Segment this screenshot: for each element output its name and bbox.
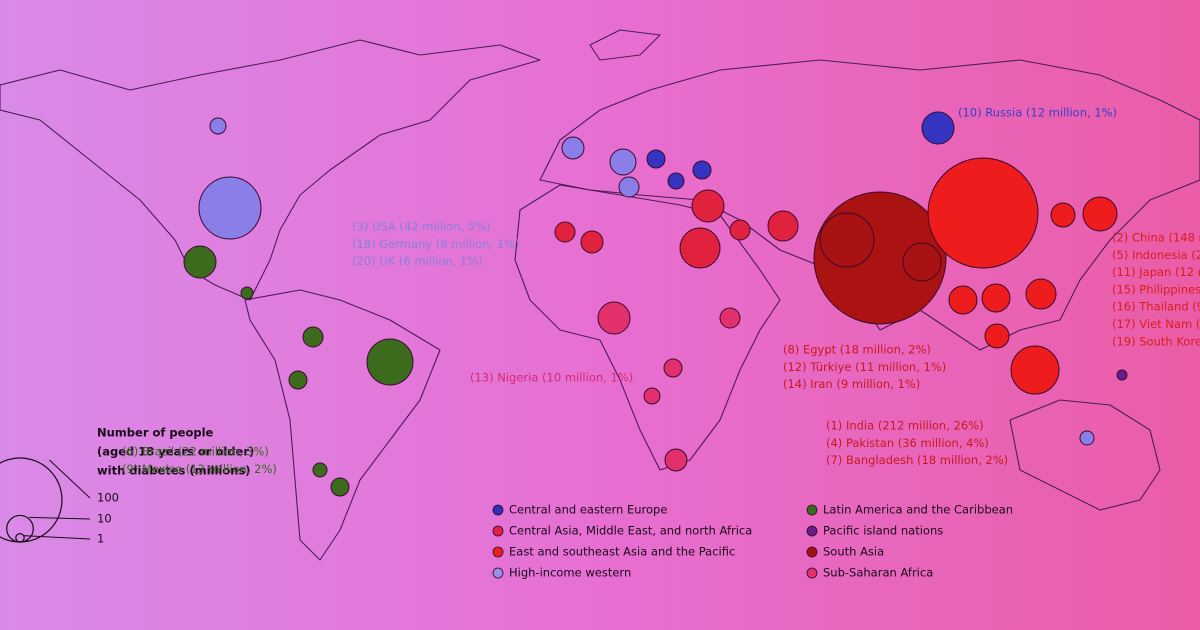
annotation: (1) India (212 million, 26%) xyxy=(826,419,984,433)
bubble xyxy=(1050,202,1076,228)
legend-swatch xyxy=(492,567,504,579)
annotation: (14) Iran (9 million, 1%) xyxy=(783,377,920,391)
legend-label: Sub-Saharan Africa xyxy=(823,566,933,580)
legend-swatch xyxy=(492,525,504,537)
size-legend-circle xyxy=(15,532,25,543)
annotation: (3) USA (42 million, 5%) xyxy=(352,220,491,234)
bubble xyxy=(643,387,661,405)
size-legend-leader xyxy=(49,459,91,499)
size-legend-leader xyxy=(22,535,91,540)
bubble xyxy=(609,148,637,176)
bubble xyxy=(312,462,328,478)
bubble xyxy=(692,160,712,180)
annotation: (4) Pakistan (36 million, 4%) xyxy=(826,436,989,450)
legend-swatch xyxy=(492,504,504,516)
annotation: (8) Egypt (18 million, 2%) xyxy=(783,343,931,357)
legend-label: Central Asia, Middle East, and north Afr… xyxy=(509,524,752,538)
annotation: (5) Indonesia (2 xyxy=(1112,248,1200,262)
size-legend-label: 100 xyxy=(97,491,119,505)
bubble xyxy=(663,358,683,378)
bubble xyxy=(288,370,308,390)
labels: Number of people (aged 18 years or older… xyxy=(0,106,1200,580)
bubble xyxy=(948,285,978,315)
annotation: (12) Türkiye (11 million, 1%) xyxy=(783,360,946,374)
bubble xyxy=(921,111,955,145)
legend-swatch xyxy=(806,546,818,558)
annotation: (13) Nigeria (10 million, 1%) xyxy=(470,371,633,385)
bubble xyxy=(561,136,585,160)
bubble xyxy=(981,283,1011,313)
legend-label: Latin America and the Caribbean xyxy=(823,503,1013,517)
size-legend-label: 1 xyxy=(97,532,104,546)
bubble xyxy=(902,242,942,282)
annotation: (19) South Kore xyxy=(1112,334,1200,348)
bubble xyxy=(1079,430,1095,446)
legend-swatch xyxy=(806,504,818,516)
bubble xyxy=(198,176,262,240)
size-legend-title: (aged 18 years or older) xyxy=(97,445,254,459)
size-legend-title: with diabetes (millions) xyxy=(97,464,251,478)
bubble xyxy=(667,172,685,190)
bubble xyxy=(1010,345,1060,395)
legend-swatch xyxy=(806,525,818,537)
annotation: (16) Thailand (9 xyxy=(1112,300,1200,314)
bubble xyxy=(330,477,350,497)
annotation: (11) Japan (12 m xyxy=(1112,265,1200,279)
legend-swatch xyxy=(492,546,504,558)
bubble xyxy=(819,212,875,268)
bubble xyxy=(597,301,631,335)
legend-label: South Asia xyxy=(823,545,884,559)
bubble xyxy=(691,189,725,223)
bubble xyxy=(646,149,666,169)
bubble xyxy=(679,227,721,269)
size-legend-label: 10 xyxy=(97,512,112,526)
bubble xyxy=(580,230,604,254)
size-legend-leader xyxy=(29,516,91,520)
legend-label: Central and eastern Europe xyxy=(509,503,667,517)
bubble xyxy=(767,210,799,242)
size-legend-title: Number of people xyxy=(97,426,214,440)
legend-label: Pacific island nations xyxy=(823,524,943,538)
bubble xyxy=(927,157,1039,269)
bubble xyxy=(664,448,688,472)
bubble xyxy=(1116,369,1128,381)
bubble xyxy=(719,307,741,329)
annotation: (10) Russia (12 million, 1%) xyxy=(958,106,1117,120)
bubble xyxy=(302,326,324,348)
bubble xyxy=(554,221,576,243)
bubble xyxy=(984,323,1010,349)
bubble xyxy=(240,286,254,300)
bubble xyxy=(1025,278,1057,310)
bubble xyxy=(729,219,751,241)
bubble xyxy=(618,176,640,198)
legend-label: High-income western xyxy=(509,566,631,580)
land-outlines xyxy=(0,29,1200,561)
bubble xyxy=(183,245,217,279)
annotation: (18) Germany (8 million, 1%) xyxy=(352,237,520,251)
bubbles xyxy=(183,111,1128,497)
annotation: (20) UK (6 million, 1%) xyxy=(352,254,483,268)
annotation: (9) Mexico (13 million, 2%) xyxy=(122,462,277,476)
legend-swatch xyxy=(806,567,818,579)
annotation: (7) Bangladesh (18 million, 2%) xyxy=(826,453,1008,467)
bubble xyxy=(366,338,414,386)
annotation: (17) Viet Nam (8 xyxy=(1112,317,1200,331)
legend-label: East and southeast Asia and the Pacific xyxy=(509,545,735,559)
annotation: (2) China (148 m xyxy=(1112,231,1200,245)
bubble xyxy=(1082,196,1118,232)
annotation: (15) Philippines xyxy=(1112,282,1200,296)
annotation: (6) Brazil (22 million, 3%) xyxy=(122,445,269,459)
bubble xyxy=(209,117,227,135)
